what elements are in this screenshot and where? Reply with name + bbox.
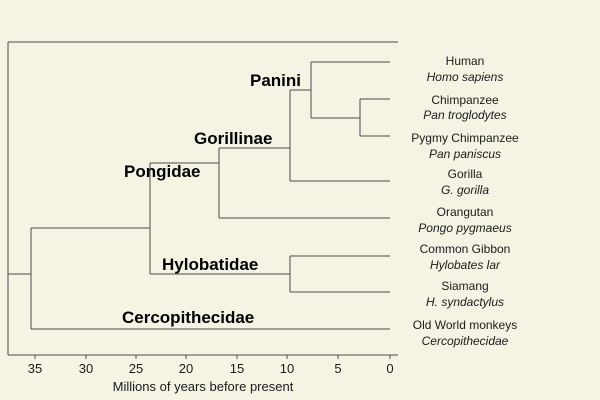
time-axis-tick-label-15: 15 [230, 361, 244, 376]
taxon-chimpanzee-common: Chimpanzee [431, 93, 499, 107]
taxon-pygmy-chimpanzee-scientific: Pan paniscus [429, 147, 501, 161]
taxon-siamang-scientific: H. syndactylus [426, 295, 504, 309]
clade-labels: Panini Gorillinae Pongidae Hylobatidae C… [122, 71, 301, 327]
taxon-pygmy-chimpanzee-common: Pygmy Chimpanzee [411, 131, 519, 145]
taxon-old-world-monkeys-scientific: Cercopithecidae [422, 334, 509, 348]
clade-label-gorillinae: Gorillinae [194, 129, 272, 148]
taxon-orangutan-common: Orangutan [437, 205, 494, 219]
taxon-chimpanzee-scientific: Pan troglodytes [423, 108, 506, 122]
time-axis-tick-label-0: 0 [386, 361, 393, 376]
taxon-gorilla-common: Gorilla [448, 167, 483, 181]
time-axis-tick-label-30: 30 [79, 361, 93, 376]
taxon-common-gibbon-scientific: Hylobates lar [430, 258, 501, 272]
time-axis-tick-label-35: 35 [28, 361, 42, 376]
time-axis-title: Millions of years before present [113, 379, 294, 394]
clade-label-pongidae: Pongidae [124, 162, 201, 181]
taxon-human-common: Human [446, 54, 485, 68]
tree-branches [8, 61, 390, 330]
time-axis-tick-label-5: 5 [334, 361, 341, 376]
time-axis: 35 30 25 20 15 10 5 0 Millions of years … [8, 354, 398, 394]
taxon-old-world-monkeys-common: Old World monkeys [413, 318, 517, 332]
time-axis-tick-label-10: 10 [280, 361, 294, 376]
taxon-common-gibbon-common: Common Gibbon [420, 242, 511, 256]
taxon-siamang-common: Siamang [441, 279, 488, 293]
clade-label-panini: Panini [250, 71, 301, 90]
time-axis-tick-label-25: 25 [129, 361, 143, 376]
taxon-orangutan-scientific: Pongo pygmaeus [418, 221, 511, 235]
clade-label-hylobatidae: Hylobatidae [162, 255, 258, 274]
taxon-gorilla-scientific: G. gorilla [441, 183, 489, 197]
clade-label-cercopithecidae: Cercopithecidae [122, 308, 254, 327]
taxon-human-scientific: Homo sapiens [427, 70, 504, 84]
time-axis-tick-label-20: 20 [179, 361, 193, 376]
taxon-labels: Human Homo sapiens Chimpanzee Pan troglo… [411, 54, 519, 348]
